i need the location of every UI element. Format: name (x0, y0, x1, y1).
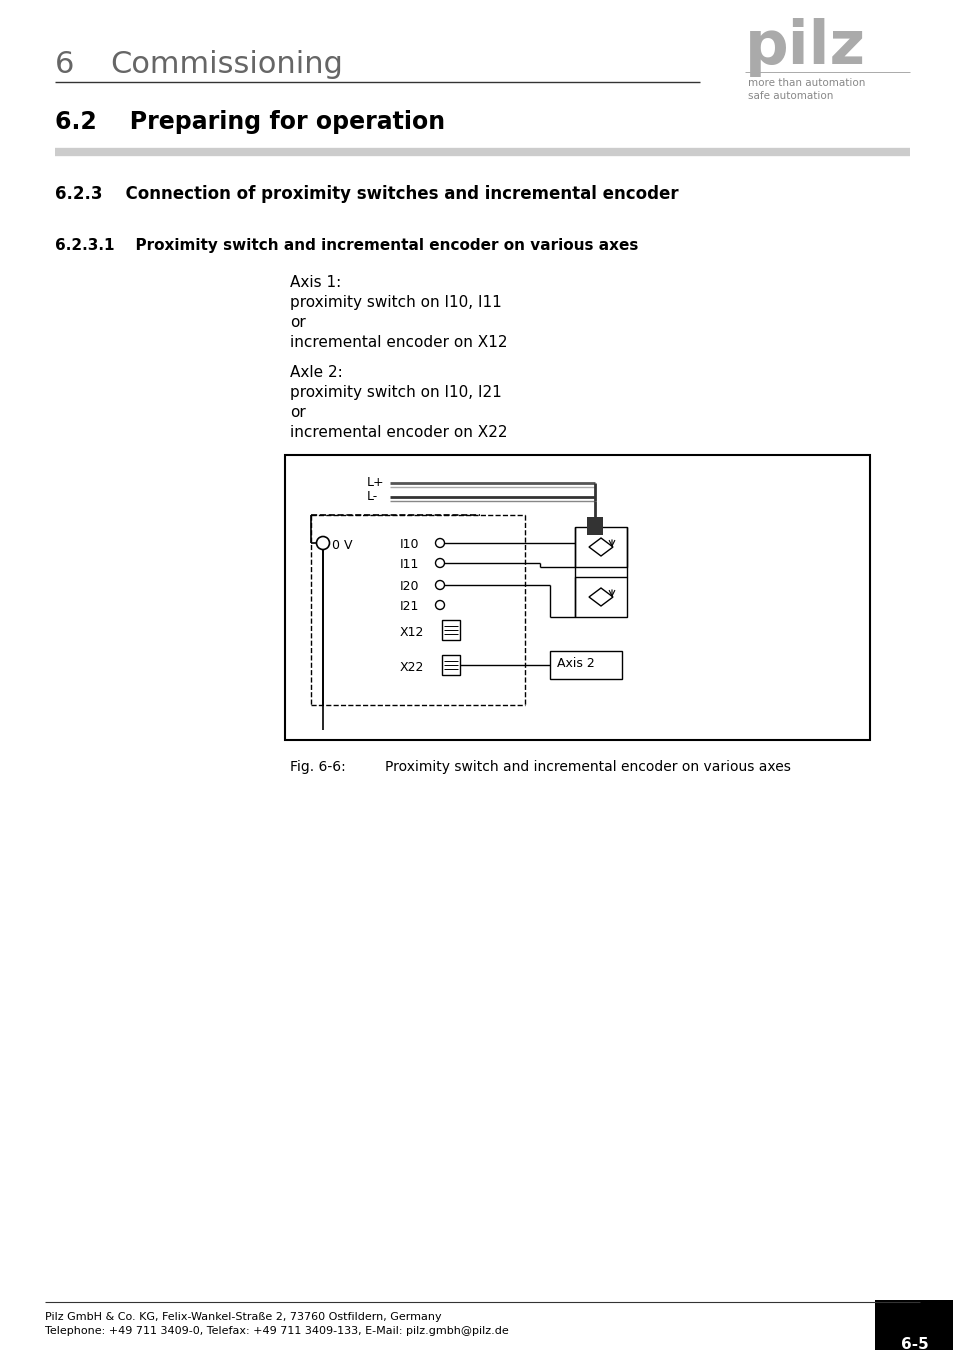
Bar (441, 655, 459, 675)
Text: safe automation: safe automation (747, 90, 833, 101)
Text: L+: L+ (367, 477, 384, 489)
Text: incremental encoder on X22: incremental encoder on X22 (290, 425, 507, 440)
Text: Axis 2: Axis 2 (557, 657, 594, 670)
Text: pilz: pilz (744, 18, 865, 77)
Bar (441, 620, 459, 640)
Bar (550, 651, 621, 679)
Text: Axis 1:: Axis 1: (290, 275, 341, 290)
Text: X22: X22 (399, 662, 424, 674)
Bar (586, 517, 602, 535)
Text: Pilz GmbH & Co. KG, Felix-Wankel-Straße 2, 73760 Ostfildern, Germany: Pilz GmbH & Co. KG, Felix-Wankel-Straße … (45, 1312, 441, 1322)
Text: I10: I10 (399, 539, 419, 551)
Text: I20: I20 (399, 580, 419, 593)
Text: I21: I21 (399, 599, 419, 613)
Bar (874, 1300, 953, 1350)
Text: Telephone: +49 711 3409-0, Telefax: +49 711 3409-133, E-Mail: pilz.gmbh@pilz.de: Telephone: +49 711 3409-0, Telefax: +49 … (45, 1326, 508, 1336)
Bar (285, 455, 869, 740)
Text: X12: X12 (399, 626, 424, 639)
Text: more than automation: more than automation (747, 78, 864, 88)
Bar (575, 526, 626, 567)
Text: I11: I11 (399, 558, 419, 571)
Text: or: or (290, 315, 305, 329)
Text: proximity switch on I10, I11: proximity switch on I10, I11 (290, 296, 501, 310)
Text: 6.2.3.1    Proximity switch and incremental encoder on various axes: 6.2.3.1 Proximity switch and incremental… (55, 238, 638, 252)
Text: L-: L- (367, 490, 377, 504)
Text: incremental encoder on X12: incremental encoder on X12 (290, 335, 507, 350)
Text: or: or (290, 405, 305, 420)
Text: Fig. 6-6:: Fig. 6-6: (290, 760, 345, 774)
Text: Axle 2:: Axle 2: (290, 364, 342, 379)
Text: 6.2    Preparing for operation: 6.2 Preparing for operation (55, 109, 445, 134)
Bar (575, 576, 626, 617)
Text: 6-5: 6-5 (901, 1336, 928, 1350)
Text: proximity switch on I10, I21: proximity switch on I10, I21 (290, 385, 501, 400)
Text: 6.2.3    Connection of proximity switches and incremental encoder: 6.2.3 Connection of proximity switches a… (55, 185, 678, 202)
Text: Commissioning: Commissioning (110, 50, 342, 80)
Text: 0 V: 0 V (332, 539, 352, 552)
Text: Proximity switch and incremental encoder on various axes: Proximity switch and incremental encoder… (385, 760, 790, 774)
Text: 6: 6 (55, 50, 74, 80)
